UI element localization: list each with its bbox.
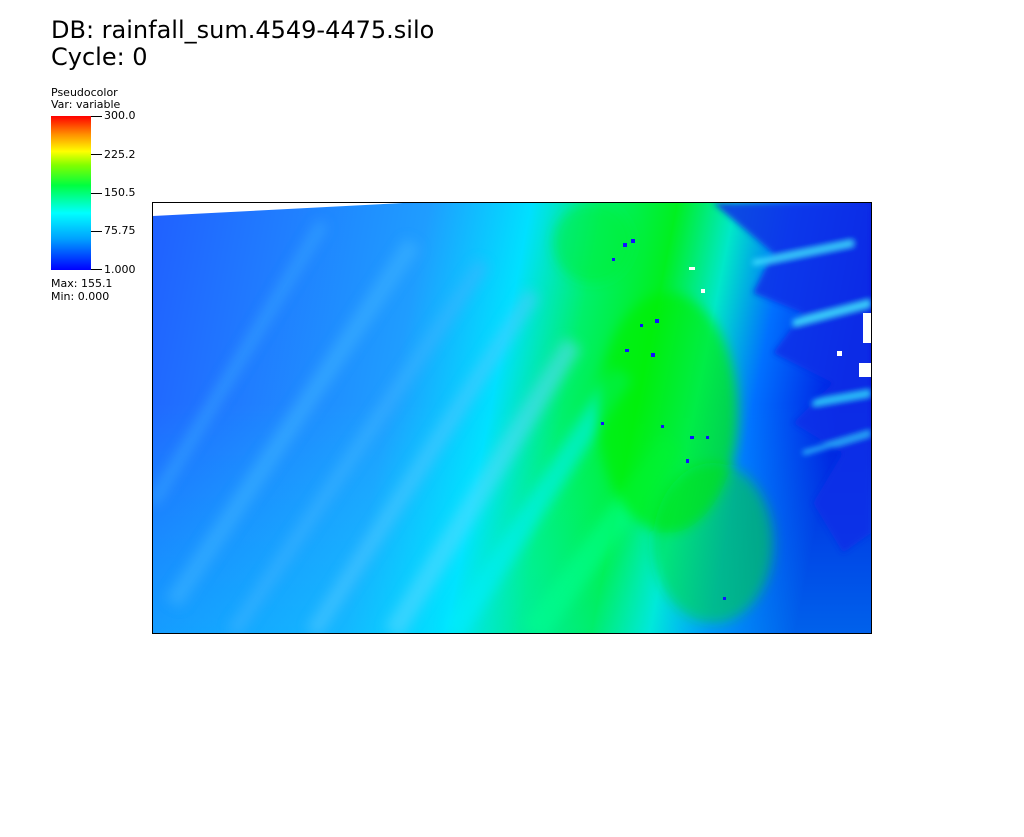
low-cell [640, 324, 643, 327]
low-cell [601, 422, 604, 425]
green-core-blob [553, 203, 633, 283]
field-streak [384, 337, 582, 633]
low-cell [690, 436, 694, 439]
plot-frame [152, 202, 872, 634]
missing-cell [837, 351, 842, 356]
field-streak [227, 259, 489, 633]
field-streak [306, 288, 540, 633]
colorbar [51, 116, 91, 270]
db-title: DB: rainfall_sum.4549-4475.silo [51, 16, 435, 44]
colorbar-tick-label: 150.5 [104, 186, 136, 199]
low-cell [623, 243, 627, 247]
colorbar-tick [91, 154, 102, 155]
pseudocolor-field [153, 203, 871, 633]
green-core [553, 203, 773, 623]
low-cell [686, 459, 689, 463]
missing-cell [859, 363, 871, 377]
colorbar-tick-label: 225.2 [104, 148, 136, 161]
cycle-title: Cycle: 0 [51, 43, 148, 71]
low-cell [651, 353, 655, 357]
colorbar-tick [91, 231, 102, 232]
low-cell [625, 349, 629, 352]
colorbar-tick-label: 300.0 [104, 109, 136, 122]
low-cell [655, 319, 659, 323]
low-cell [723, 597, 726, 600]
missing-data-top [153, 203, 403, 216]
field-streak [165, 238, 421, 608]
colorbar-tick [91, 193, 102, 194]
low-cell [631, 239, 635, 243]
missing-data-cells [689, 267, 871, 377]
missing-cell [701, 289, 705, 293]
legend-max: Max: 155.1 [51, 277, 113, 290]
field-streak [153, 219, 329, 507]
deep-region-branch [792, 300, 871, 326]
colorbar-tick [91, 116, 102, 117]
low-value-cells [601, 239, 726, 600]
deep-region-branch [752, 240, 854, 266]
deep-region-branch [812, 390, 871, 406]
colorbar-tick [91, 269, 102, 270]
low-cell [706, 436, 709, 439]
colorbar-tick-label: 1.000 [104, 263, 136, 276]
colorbar-tick-label: 75.75 [104, 224, 136, 237]
legend-min: Min: 0.000 [51, 290, 110, 303]
low-cell [612, 258, 615, 261]
legend-plot-type: Pseudocolor [51, 86, 118, 99]
deep-region-branch [802, 431, 871, 455]
deep-region [713, 203, 871, 553]
low-cell [661, 425, 664, 428]
legend-variable: Var: variable [51, 98, 121, 111]
field-streak [443, 366, 633, 633]
deep-region-shape [713, 203, 871, 553]
missing-cell [689, 267, 695, 270]
missing-cell [863, 313, 871, 343]
green-core-blob [653, 463, 773, 623]
